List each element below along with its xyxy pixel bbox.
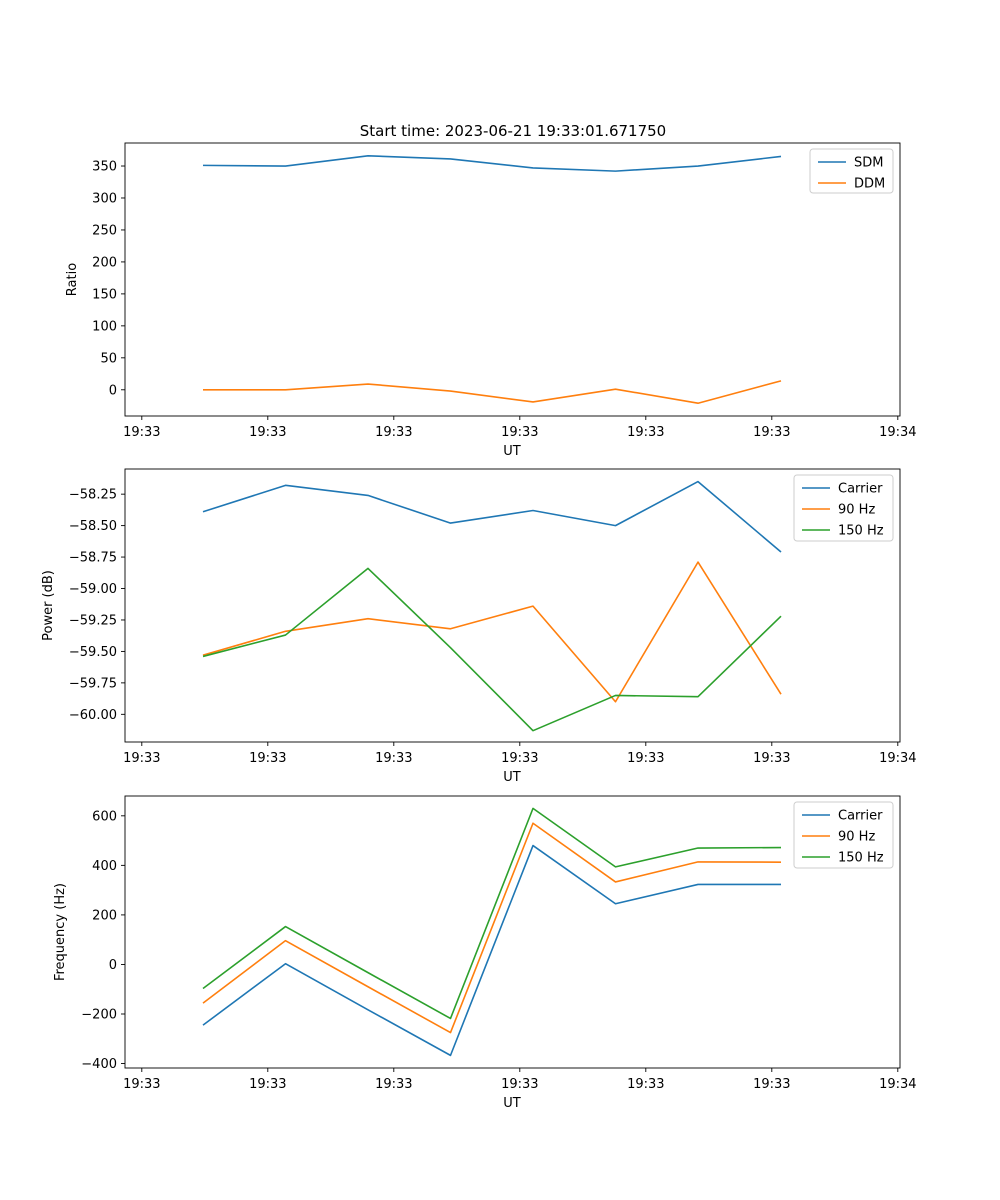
x-tick-label: 19:33 [501,425,538,440]
y-axis-label: Ratio [65,263,80,296]
x-tick-label: 19:33 [123,1077,160,1092]
legend-label: Carrier [838,809,883,824]
y-tick-label: −200 [81,1007,117,1022]
series-line-sdm [202,154,782,172]
y-tick-label: −59.50 [69,645,117,660]
legend: Carrier 90 Hz 150 Hz [793,474,894,542]
x-tick-label: 19:34 [879,1077,916,1092]
x-tick-label: 19:33 [501,1077,538,1092]
legend-label: DDM [854,177,885,192]
x-tick-label: 19:33 [123,425,160,440]
y-tick-label: 100 [92,319,117,334]
x-tick-label: 19:33 [249,751,286,766]
legend-label: SDM [854,156,883,171]
y-tick-label: −59.25 [69,613,117,628]
y-tick-label: 400 [92,859,117,874]
series-line-carrier [202,480,782,553]
y-tick-label: −59.00 [69,582,117,597]
series-line-90-hz [202,822,782,1034]
x-tick-label: 19:34 [879,425,916,440]
axes-frame [124,468,901,743]
legend-box [793,474,894,542]
x-tick-label: 19:33 [375,751,412,766]
x-tick-label: 19:33 [753,425,790,440]
series-line-150-hz [202,807,782,1020]
y-tick-label: 200 [92,255,117,270]
series-line-150-hz [202,567,782,732]
x-tick-label: 19:33 [375,425,412,440]
y-tick-label: 200 [92,908,117,923]
legend-label: 90 Hz [838,830,875,845]
legend: SDM DDM [809,148,894,194]
y-tick-label: −59.75 [69,676,117,691]
legend-label: 90 Hz [838,503,875,518]
y-tick-label: 150 [92,287,117,302]
y-tick-label: −58.25 [69,488,117,503]
x-tick-label: 19:33 [627,751,664,766]
x-tick-label: 19:33 [123,751,160,766]
x-axis-label: UT [503,444,521,459]
chart-panel-2: 19:33 19:33 19:33 19:33 19:33 19:33 19:34 −60.0… [41,468,917,785]
legend-label: 150 Hz [838,524,884,539]
legend-box [793,801,894,869]
y-tick-label: −60.00 [69,708,117,723]
y-tick-label: 600 [92,809,117,824]
x-tick-label: 19:33 [753,1077,790,1092]
axes-frame [124,142,901,417]
x-tick-label: 19:33 [753,751,790,766]
y-axis-label: Frequency (Hz) [53,883,68,981]
legend-box [809,148,894,194]
x-tick-label: 19:34 [879,751,916,766]
legend-label: Carrier [838,482,883,497]
legend-label: 150 Hz [838,851,884,866]
axes-frame [124,795,901,1069]
y-tick-label: −58.75 [69,551,117,566]
y-tick-label: 300 [92,191,117,206]
y-tick-label: −400 [81,1057,117,1072]
x-tick-label: 19:33 [375,1077,412,1092]
x-tick-label: 19:33 [627,425,664,440]
x-tick-label: 19:33 [501,751,538,766]
chart-panel-3: 19:33 19:33 19:33 19:33 19:33 19:33 19:34 −400 −… [53,795,917,1111]
x-tick-label: 19:33 [627,1077,664,1092]
x-axis-label: UT [503,770,521,785]
x-tick-label: 19:33 [249,425,286,440]
x-axis-label: UT [503,1096,521,1111]
series-line-90-hz [202,561,782,703]
y-axis-label: Power (dB) [41,570,56,641]
x-tick-label: 19:33 [249,1077,286,1092]
y-tick-label: 350 [92,160,117,175]
figure-title: Start time: 2023-06-21 19:33:01.671750 [360,122,666,140]
legend: Carrier 90 Hz 150 Hz [793,801,894,869]
y-tick-label: 250 [92,223,117,238]
series-line-ddm [203,380,782,405]
y-tick-label: −58.50 [69,519,117,534]
chart-panel-1: 19:33 19:33 19:33 19:33 19:33 19:33 19:34 0 50 10… [65,142,917,459]
y-tick-label: 0 [109,958,117,973]
y-tick-label: 0 [109,383,117,398]
series-line-carrier [202,844,781,1057]
y-tick-label: 50 [100,351,117,366]
